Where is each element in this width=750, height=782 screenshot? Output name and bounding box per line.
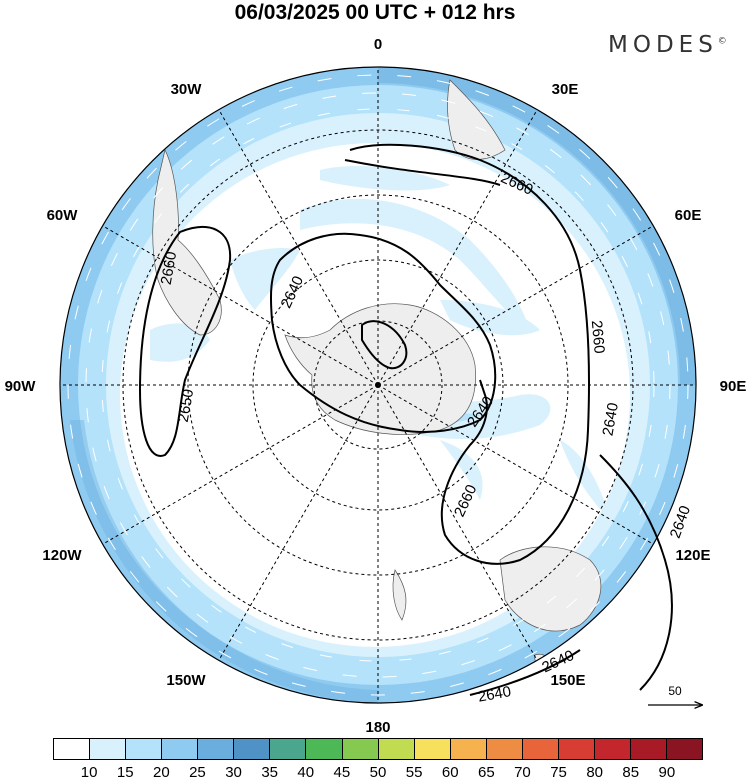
colorbar-swatch: [125, 738, 162, 760]
page-title: 06/03/2025 00 UTC + 012 hrs: [234, 1, 516, 24]
colorbar-swatch: [377, 738, 414, 760]
colorbar-tick-label: 30: [225, 764, 242, 781]
brand-name: MODES: [608, 32, 718, 58]
copyright-mark: ©: [717, 36, 727, 47]
contour-label: 2660: [588, 320, 608, 355]
colorbar-tick-label: 90: [658, 764, 676, 781]
colorbar-swatch: [557, 738, 594, 760]
colorbar-tick-label: 80: [586, 764, 603, 781]
meridian-label-150w: 150W: [166, 672, 206, 689]
colorbar-tick-label: 50: [369, 764, 387, 781]
landmasses: [152, 79, 602, 669]
new-zealand-outline: [392, 569, 407, 621]
colorbar-tick-label: 65: [477, 764, 495, 781]
colorbar-swatch: [485, 738, 522, 760]
meridian-label-120e: 120E: [675, 547, 710, 564]
south-america-outline: [152, 148, 222, 336]
colorbar-swatch: [593, 738, 630, 760]
meridian-label-30w: 30W: [171, 81, 203, 98]
colorbar-swatch: [413, 738, 450, 760]
colorbar-tick-label: 40: [297, 764, 315, 781]
colorbar-swatch: [161, 738, 198, 760]
polar-map: 2660 2660 2640 2650 2660 2640 2660 2640 …: [5, 36, 747, 736]
antarctica-outline: [284, 303, 476, 435]
colorbar-tick-label: 25: [189, 764, 206, 781]
vector-key: 50: [645, 684, 705, 698]
colorbar-swatch: [305, 738, 342, 760]
colorbar-tick-label: 35: [261, 764, 278, 781]
vector-key-value: 50: [668, 684, 682, 698]
meridian-label-90w: 90W: [5, 378, 37, 395]
contour-label: 2640: [477, 683, 513, 706]
colorbar-tick-label: 60: [441, 764, 459, 781]
colorbar-swatch: [269, 738, 306, 760]
colorbar-labels: 10 15 20 25 30 35 40 45 50 55 60 65 70 75 80 85 90: [53, 764, 703, 782]
height-contours: [138, 143, 673, 696]
colorbar-tick-label: 20: [152, 764, 170, 781]
contour-label: 2640: [599, 401, 622, 437]
colorbar-swatch: [449, 738, 486, 760]
meridian-labels: 0 30E 60E 90E 120E 150E 180 150W 120W 90…: [5, 36, 747, 736]
africa-outline: [447, 79, 506, 160]
colorbar-tick-label: 70: [514, 764, 531, 781]
map-boundary: [59, 66, 697, 704]
colorbar: [53, 738, 704, 760]
meridian-label-180: 180: [365, 719, 390, 736]
colorbar-tick-label: 10: [80, 764, 98, 781]
wind-vectors: [67, 74, 689, 696]
contour-label: 2660: [158, 250, 181, 286]
colorbar-swatch: [666, 738, 704, 760]
brand-logo: MODES©: [608, 32, 727, 58]
meridian-label-150e: 150E: [550, 672, 585, 689]
meridian-label-120w: 120W: [42, 547, 82, 564]
meridian-label-30e: 30E: [552, 81, 579, 98]
colorbar-swatch: [630, 738, 667, 760]
colorbar-tick-label: 85: [622, 764, 640, 781]
meridian-label-60e: 60E: [675, 207, 702, 224]
colorbar-swatch: [53, 738, 90, 760]
colorbar-tick-label: 15: [116, 764, 134, 781]
colorbar-tick-label: 45: [333, 764, 351, 781]
meridian-label-60w: 60W: [47, 207, 79, 224]
colorbar-tick-label: 55: [405, 764, 423, 781]
pole-marker: [375, 382, 381, 388]
contour-label: 2650: [175, 388, 198, 424]
meridian-label-90e: 90E: [720, 378, 747, 395]
colorbar-swatch: [341, 738, 378, 760]
meridian-label-0: 0: [374, 36, 382, 53]
colorbar-swatch: [197, 738, 234, 760]
colorbar-swatch: [89, 738, 126, 760]
colorbar-swatch: [521, 738, 558, 760]
graticule: [60, 67, 696, 703]
colorbar-tick-label: 75: [550, 764, 567, 781]
colorbar-swatch: [233, 738, 270, 760]
